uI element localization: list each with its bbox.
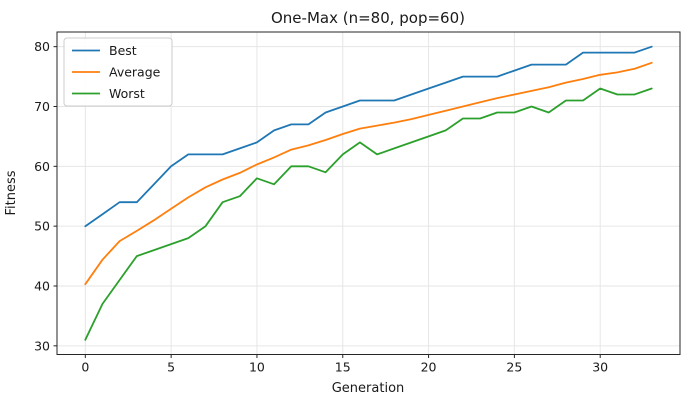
- x-tick-label: 10: [249, 360, 265, 375]
- x-tick-label: 5: [167, 360, 175, 375]
- x-tick-label: 15: [335, 360, 351, 375]
- legend: Best Average Worst: [63, 37, 173, 107]
- legend-box: [63, 37, 173, 107]
- y-tick-label: 30: [34, 338, 50, 353]
- y-tick-label: 70: [34, 99, 50, 114]
- y-tick-label: 40: [34, 278, 50, 293]
- series-line-average: [84, 61, 653, 286]
- y-tick-label: 80: [34, 39, 50, 54]
- y-axis-label: Fitness: [4, 170, 19, 215]
- legend-label-best: Best: [109, 43, 137, 58]
- y-axis-ticks: 30 40 50 60 70 80: [34, 39, 57, 353]
- x-axis-ticks: 0 5 10 15 20 25 30: [81, 354, 608, 375]
- series-line-worst: [84, 87, 653, 341]
- x-tick-label: 25: [506, 360, 522, 375]
- y-tick-label: 50: [34, 219, 50, 234]
- x-tick-label: 0: [81, 360, 89, 375]
- x-tick-label: 20: [421, 360, 437, 375]
- chart-title: One-Max (n=80, pop=60): [271, 9, 465, 27]
- plot-border: [56, 31, 681, 355]
- y-tick-label: 60: [34, 159, 50, 174]
- x-axis-label: Generation: [332, 381, 405, 396]
- legend-label-worst: Worst: [109, 86, 145, 101]
- x-tick-label: 30: [592, 360, 608, 375]
- series-lines: [84, 45, 653, 341]
- legend-label-average: Average: [109, 65, 161, 80]
- series-line-best: [84, 45, 653, 228]
